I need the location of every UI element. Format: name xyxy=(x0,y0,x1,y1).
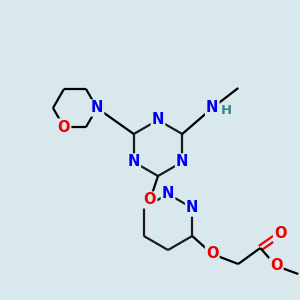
Text: H: H xyxy=(221,104,232,118)
Text: O: O xyxy=(270,259,283,274)
Text: O: O xyxy=(144,193,156,208)
Text: N: N xyxy=(162,187,174,202)
Text: N: N xyxy=(176,154,188,169)
Text: O: O xyxy=(58,120,70,135)
Text: O: O xyxy=(274,226,286,242)
Text: O: O xyxy=(206,247,218,262)
Text: N: N xyxy=(128,154,140,169)
Text: N: N xyxy=(186,200,198,215)
Text: N: N xyxy=(91,100,103,116)
Text: N: N xyxy=(152,112,164,128)
Text: N: N xyxy=(206,100,218,116)
